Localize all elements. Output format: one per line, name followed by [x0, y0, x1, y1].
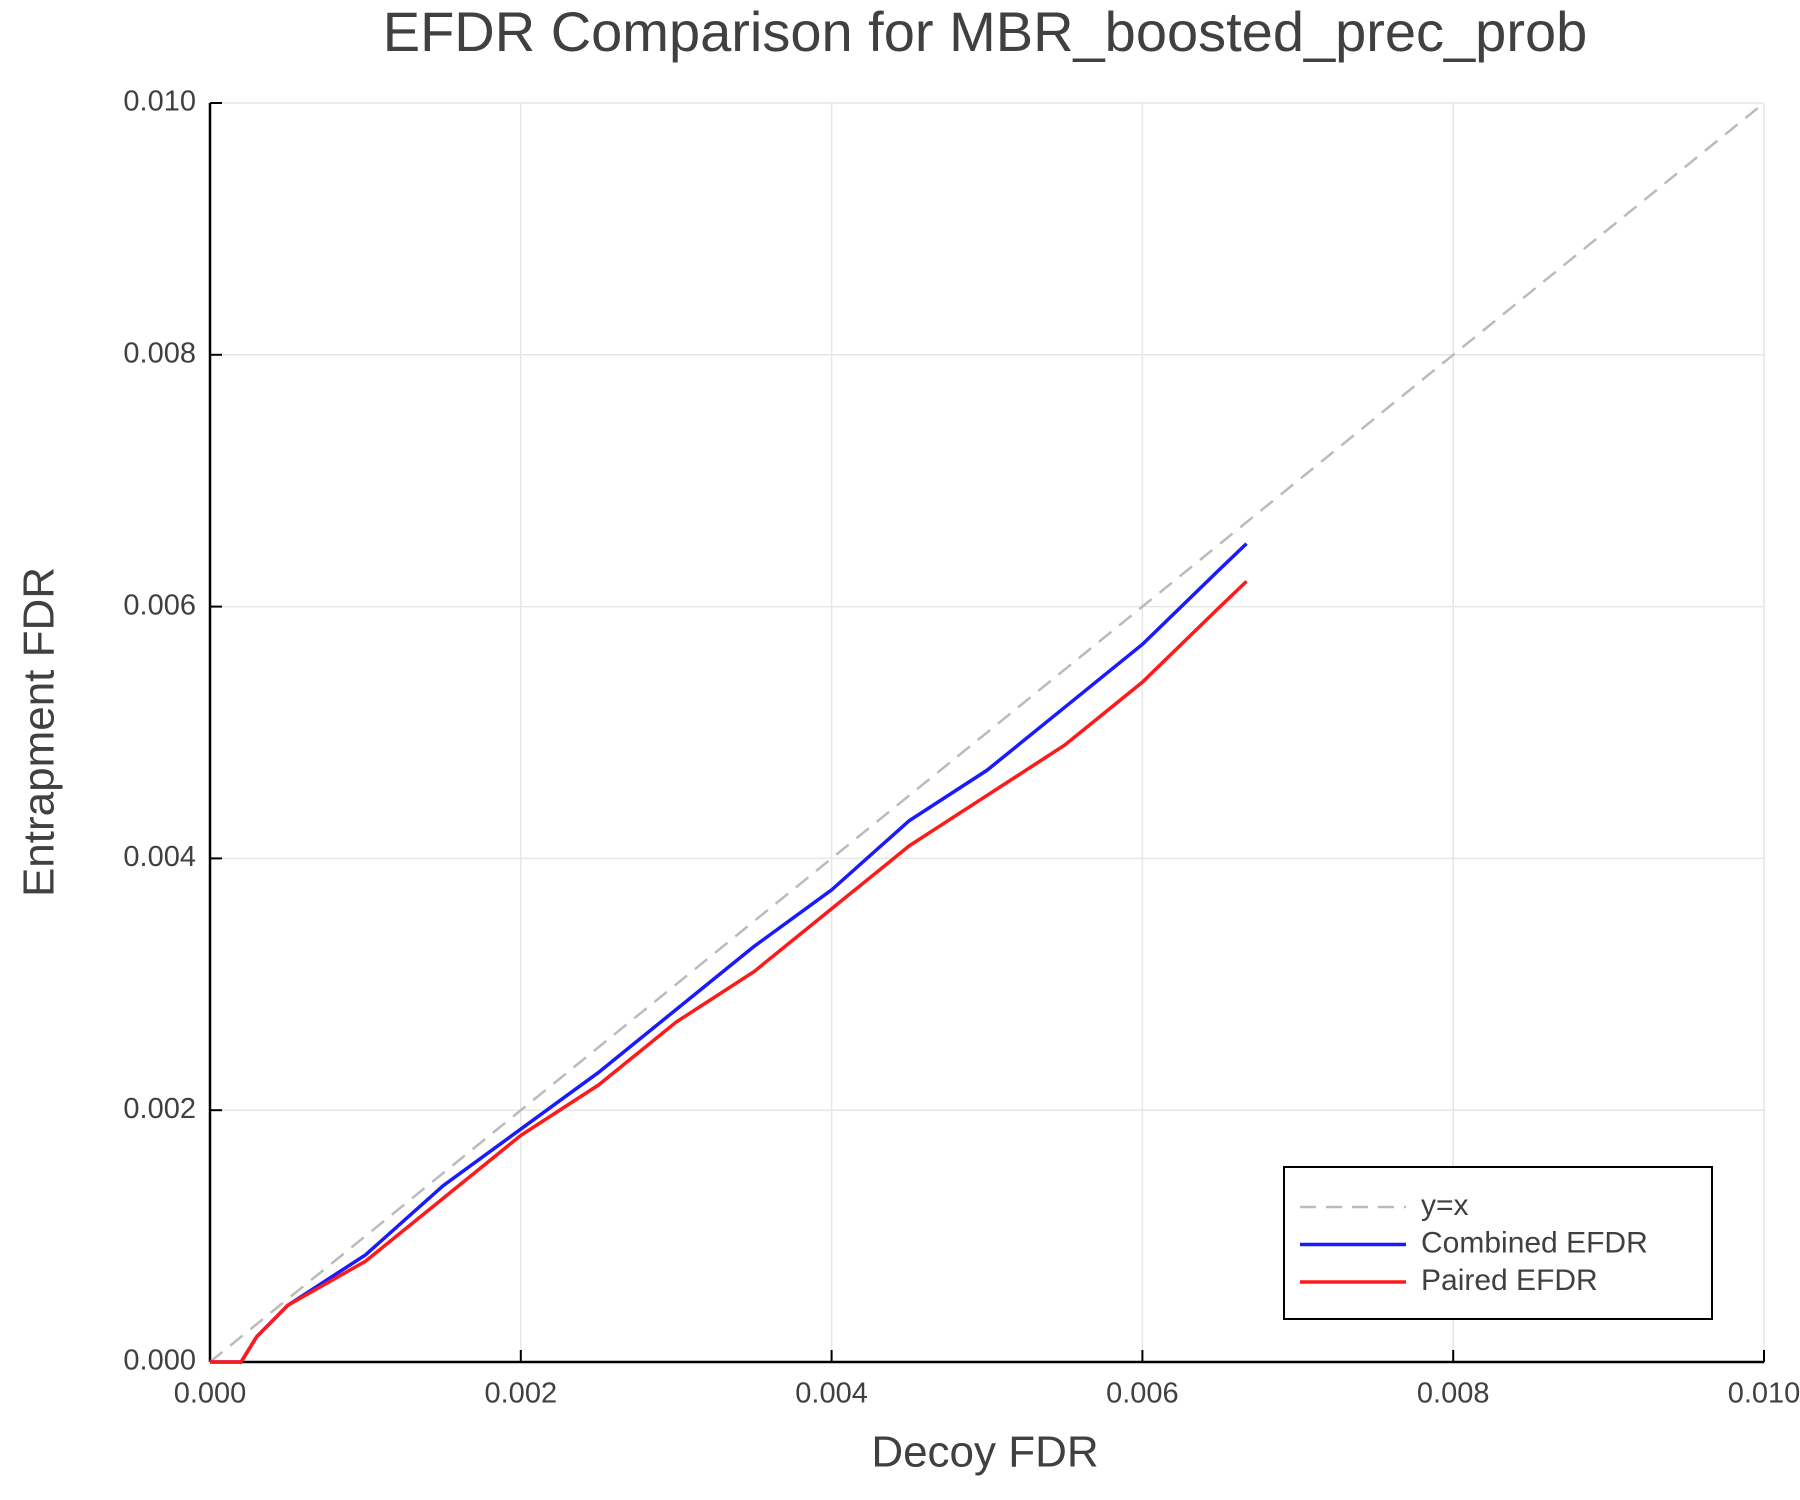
x-tick-label: 0.006	[1106, 1378, 1179, 1410]
legend-label: Paired EFDR	[1421, 1264, 1598, 1297]
x-tick-label: 0.008	[1417, 1378, 1490, 1410]
y-tick-label: 0.006	[123, 589, 196, 621]
y-tick-label: 0.002	[123, 1093, 196, 1125]
x-tick-label: 0.004	[795, 1378, 868, 1410]
y-tick-label: 0.010	[123, 86, 196, 118]
legend-label: Combined EFDR	[1421, 1226, 1648, 1259]
x-axis-label: Decoy FDR	[871, 1428, 1098, 1477]
x-tick-label: 0.000	[174, 1378, 247, 1410]
x-tick-label: 0.010	[1728, 1378, 1800, 1410]
y-tick-label: 0.000	[123, 1345, 196, 1377]
line-series	[210, 542, 1248, 1364]
line-series	[209, 102, 1765, 1363]
line-series	[210, 580, 1248, 1364]
legend-label: y=x	[1421, 1189, 1469, 1222]
chart-title: EFDR Comparison for MBR_boosted_prec_pro…	[383, 0, 1588, 63]
y-tick-label: 0.008	[123, 337, 196, 369]
y-axis-label: Entrapment FDR	[15, 567, 64, 897]
y-tick-label: 0.004	[123, 841, 196, 873]
x-tick-label: 0.002	[485, 1378, 558, 1410]
